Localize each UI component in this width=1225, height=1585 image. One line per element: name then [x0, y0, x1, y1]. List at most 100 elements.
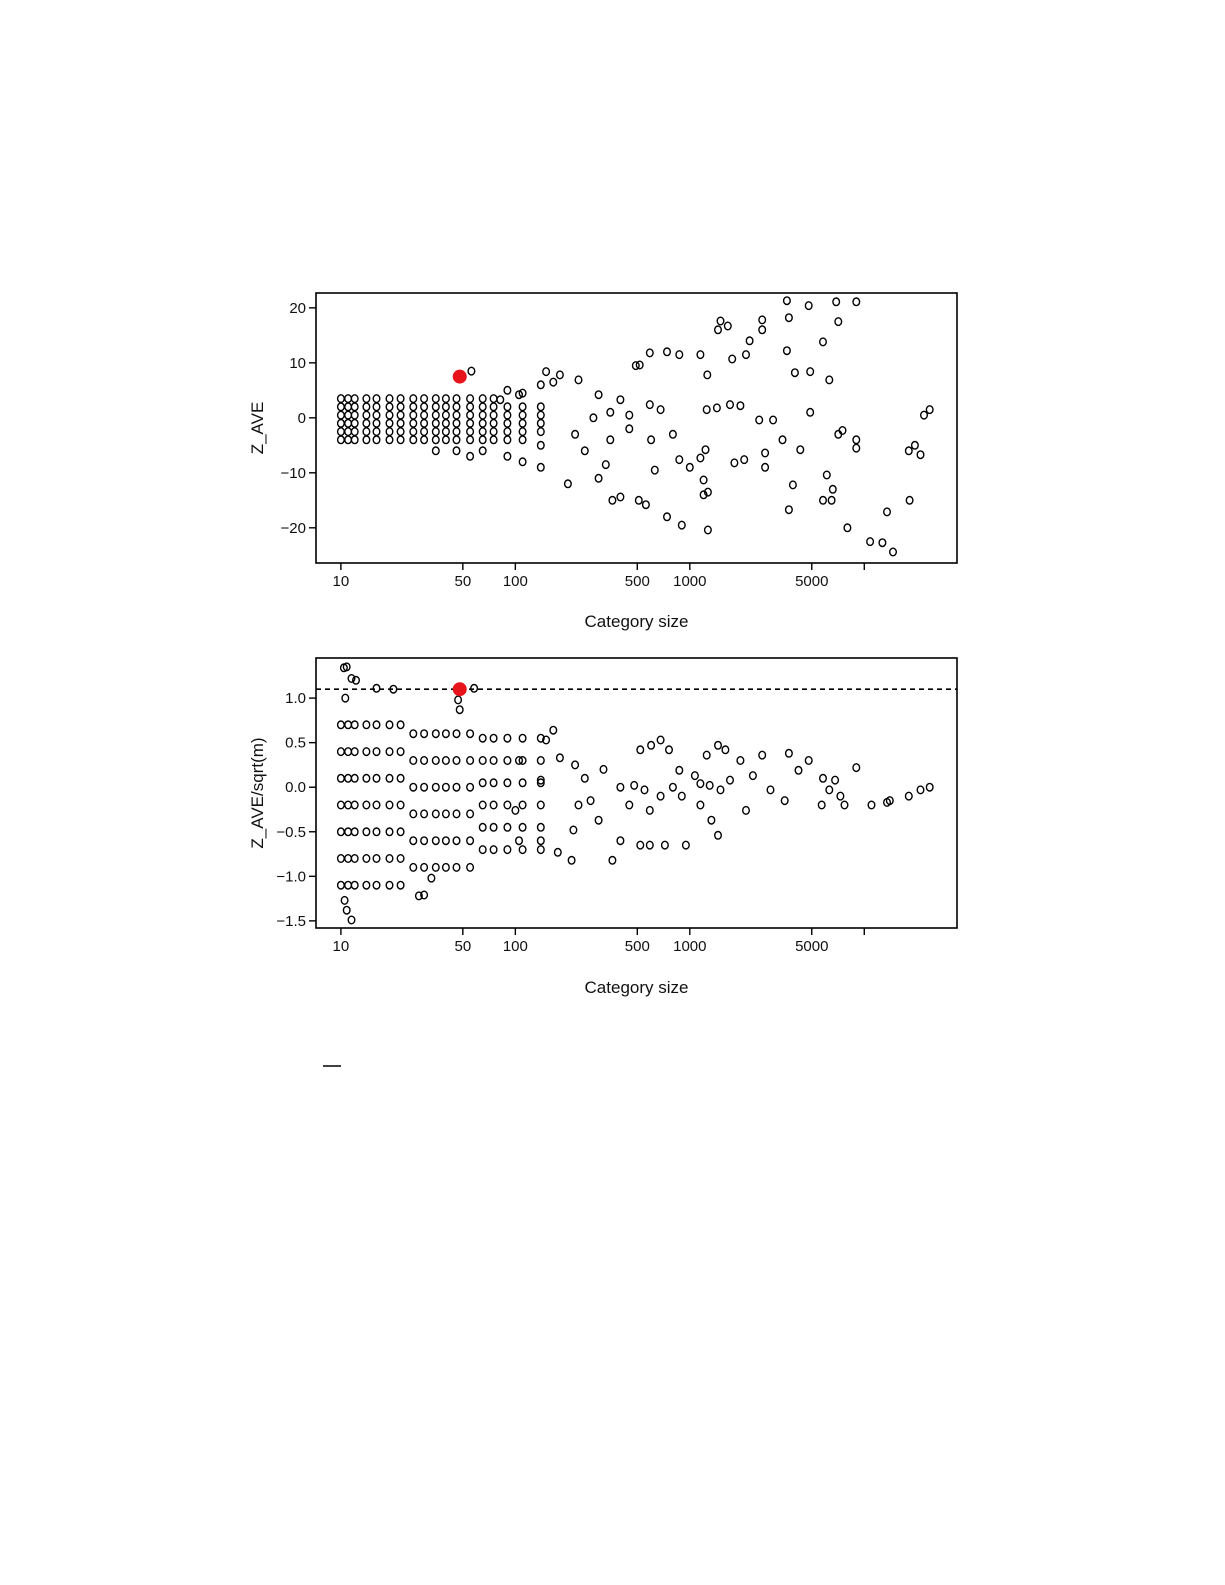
- data-point: [385, 394, 394, 404]
- data-point: [441, 435, 450, 445]
- data-point: [385, 773, 394, 783]
- data-point: [503, 385, 512, 395]
- y-tick-label: 20: [289, 300, 306, 317]
- data-point: [668, 782, 677, 792]
- data-point: [350, 827, 359, 837]
- data-point: [396, 747, 405, 757]
- data-point: [828, 484, 837, 494]
- data-point: [344, 435, 353, 445]
- data-point: [616, 836, 625, 846]
- data-point: [420, 890, 429, 900]
- data-point: [350, 410, 359, 420]
- data-point: [536, 775, 545, 785]
- data-point: [636, 840, 645, 850]
- data-point: [518, 435, 527, 445]
- data-point: [758, 750, 767, 760]
- data-point: [466, 394, 475, 404]
- data-point: [409, 809, 418, 819]
- data-point: [396, 410, 405, 420]
- data-point: [843, 523, 852, 533]
- data-point: [427, 873, 436, 883]
- data-point: [883, 797, 892, 807]
- data-point: [344, 427, 353, 437]
- data-point: [336, 720, 345, 730]
- data-point: [466, 862, 475, 872]
- data-point: [825, 375, 834, 385]
- data-point: [478, 418, 487, 428]
- data-point: [831, 775, 840, 785]
- data-point: [503, 822, 512, 832]
- data-point: [571, 429, 580, 439]
- data-point: [336, 410, 345, 420]
- data-point: [350, 747, 359, 757]
- data-point: [362, 435, 371, 445]
- data-point: [466, 756, 475, 766]
- data-point: [804, 756, 813, 766]
- data-point: [431, 410, 440, 420]
- data-point: [385, 402, 394, 412]
- y-tick-label: 1.0: [285, 690, 306, 707]
- data-point: [455, 705, 464, 715]
- data-point: [696, 800, 705, 810]
- data-point: [819, 337, 828, 347]
- data-point: [836, 791, 845, 801]
- data-point: [784, 748, 793, 758]
- data-point: [518, 418, 527, 428]
- data-point: [806, 367, 815, 377]
- data-point: [503, 427, 512, 437]
- data-point: [350, 773, 359, 783]
- y-tick-label: −1.0: [276, 868, 306, 885]
- data-point: [372, 880, 381, 890]
- data-point: [396, 854, 405, 864]
- data-point: [536, 427, 545, 437]
- data-point: [518, 427, 527, 437]
- data-point: [336, 800, 345, 810]
- highlighted-point: [452, 369, 467, 384]
- data-point: [736, 756, 745, 766]
- data-point: [696, 779, 705, 789]
- data-point: [650, 465, 659, 475]
- data-point: [336, 854, 345, 864]
- data-point: [726, 775, 735, 785]
- data-point: [336, 880, 345, 890]
- data-point: [647, 740, 656, 750]
- data-point: [668, 429, 677, 439]
- data-point: [431, 446, 440, 456]
- x-tick-label: 500: [625, 573, 650, 590]
- data-point: [347, 674, 356, 684]
- data-point: [730, 458, 739, 468]
- data-point: [723, 321, 732, 331]
- data-point: [489, 394, 498, 404]
- data-point: [542, 735, 551, 745]
- data-point: [681, 840, 690, 850]
- data-point: [372, 747, 381, 757]
- data-point: [758, 315, 767, 325]
- data-point: [385, 880, 394, 890]
- y-tick-label: 0.0: [285, 779, 306, 796]
- data-point: [745, 336, 754, 346]
- data-point: [778, 435, 787, 445]
- data-points: [336, 296, 934, 557]
- data-point: [396, 880, 405, 890]
- data-point: [478, 822, 487, 832]
- data-point: [362, 427, 371, 437]
- data-point: [645, 348, 654, 358]
- data-point: [396, 827, 405, 837]
- data-point: [761, 462, 770, 472]
- y-tick-label: −0.5: [276, 824, 306, 841]
- data-point: [536, 440, 545, 450]
- data-point: [478, 435, 487, 445]
- data-point: [441, 836, 450, 846]
- data-point: [409, 862, 418, 872]
- data-point: [714, 325, 723, 335]
- y-tick-label: 0: [298, 410, 306, 427]
- x-tick-label: 5000: [795, 938, 828, 955]
- data-point: [478, 394, 487, 404]
- data-point: [677, 520, 686, 530]
- data-point: [503, 410, 512, 420]
- data-point: [782, 296, 791, 306]
- data-point: [852, 297, 861, 307]
- data-point: [594, 390, 603, 400]
- data-point: [362, 720, 371, 730]
- plot-z-ave: 10 50 100 500 1000 5000 −20 −10 0 10 20 Category si…: [248, 292, 958, 631]
